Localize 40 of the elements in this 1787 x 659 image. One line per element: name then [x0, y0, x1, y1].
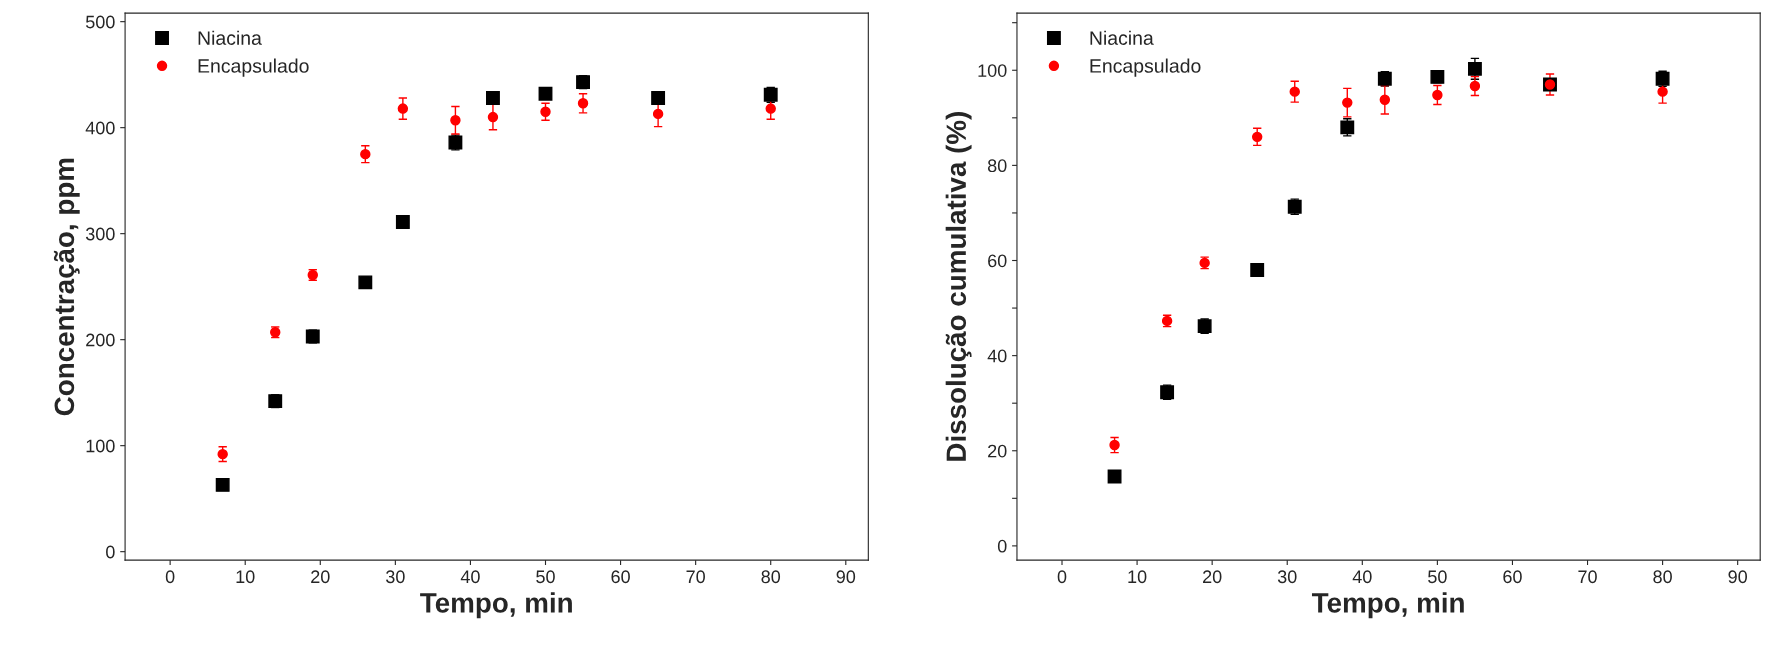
y-tick-label: 500: [85, 15, 115, 29]
y-axis-title: Concentração, ppm: [53, 158, 80, 416]
x-tick-label: 40: [460, 570, 480, 584]
x-tick-label: 90: [836, 570, 856, 584]
y-tick-label: 0: [106, 545, 115, 559]
y-tick-label: 300: [85, 227, 115, 241]
legend-label: Encapsulado: [198, 58, 309, 77]
x-tick-label: 30: [386, 570, 405, 584]
x-tick-label: 30: [1277, 570, 1297, 584]
x-tick-label: 80: [761, 570, 781, 584]
x-tick-label: 70: [686, 570, 705, 584]
x-axis-title: Tempo, min: [420, 592, 572, 619]
x-tick-label: 50: [1428, 570, 1447, 584]
x-tick-label: 20: [311, 570, 330, 584]
x-tick-label: 10: [236, 570, 255, 584]
x-tick-label: 20: [1203, 570, 1222, 584]
y-tick-label: 200: [86, 333, 115, 347]
x-tick-label: 90: [1728, 570, 1748, 584]
legend-label: Niacina: [1090, 30, 1154, 45]
y-tick-label: 40: [987, 349, 1007, 363]
x-tick-label: 10: [1128, 570, 1147, 584]
x-tick-label: 60: [1503, 570, 1522, 584]
x-tick-label: 60: [611, 570, 630, 584]
y-tick-label: 60: [988, 254, 1007, 268]
x-axis-title: Tempo, min: [1311, 592, 1464, 619]
y-tick-label: 100: [86, 439, 115, 453]
y-axis-title: Dissolução cumulativa (%): [945, 112, 972, 461]
legend-label: Niacina: [198, 30, 262, 45]
y-tick-label: 80: [987, 159, 1007, 173]
y-tick-label: 100: [978, 64, 1007, 77]
x-tick-label: 50: [536, 570, 555, 584]
legend-label: Encapsulado: [1090, 58, 1201, 77]
y-tick-label: 400: [85, 121, 115, 135]
y-tick-label: 0: [997, 539, 1007, 553]
x-tick-label: 0: [1057, 570, 1067, 584]
x-tick-label: 80: [1653, 570, 1672, 584]
x-tick-label: 40: [1352, 570, 1372, 584]
y-tick-label: 20: [988, 444, 1007, 458]
x-tick-label: 0: [165, 570, 175, 584]
x-tick-label: 70: [1578, 570, 1597, 584]
